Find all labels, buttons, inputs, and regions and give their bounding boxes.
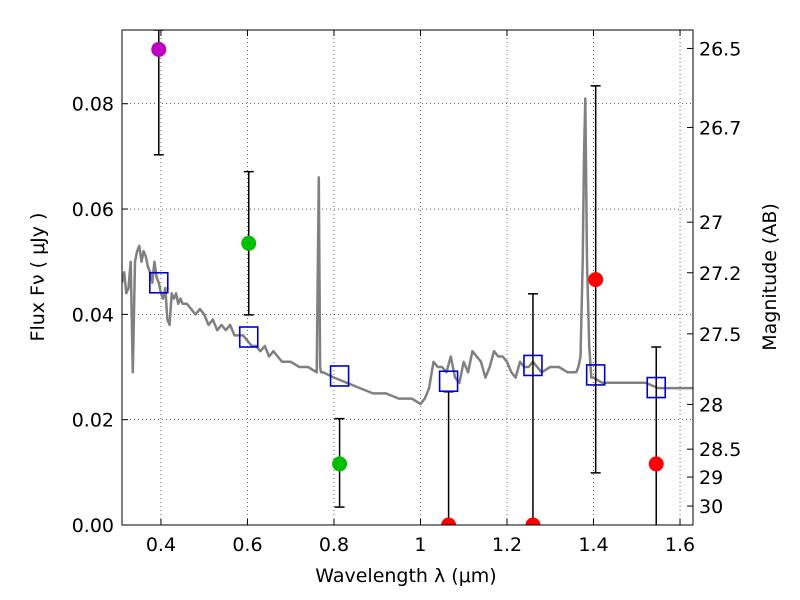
sed-model-line xyxy=(122,97,693,406)
model-photometry-point xyxy=(148,271,169,294)
observed-point xyxy=(151,41,167,57)
y-right-tick-label: 27.5 xyxy=(699,324,741,346)
x-tick-label: 1.6 xyxy=(665,534,695,556)
y-tick-label: 0.04 xyxy=(72,304,114,326)
x-tick-label: 1 xyxy=(414,534,426,556)
y-tick-label: 0.06 xyxy=(72,199,114,221)
observed-point xyxy=(241,235,257,251)
observed-point xyxy=(588,272,604,288)
y-right-tick-label: 28.5 xyxy=(699,439,741,461)
model-photometry-point xyxy=(238,326,259,348)
model-photometry-point xyxy=(585,364,606,386)
y-right-tick-label: 27 xyxy=(699,212,723,234)
model-photometry-point xyxy=(329,365,350,387)
y-right-tick-label: 28 xyxy=(699,394,723,416)
tick-labels: 0.4 0.6 0.8 1 1.2 1.4 1.6 0.00 0.02 0.04 0.06 0.08 2… xyxy=(72,38,742,556)
y-axis-label: Flux Fν ( μJy ) xyxy=(27,213,49,342)
x-tick-label: 1.2 xyxy=(492,534,522,556)
observed-point xyxy=(648,456,664,472)
y-tick-label: 0.02 xyxy=(72,410,114,432)
axis-ticks xyxy=(122,30,693,526)
y-axis-right-label: Magnitude (AB) xyxy=(759,203,781,351)
observed-point xyxy=(525,517,541,525)
edge-markers xyxy=(151,41,664,472)
x-tick-label: 1.4 xyxy=(578,534,608,556)
observed-point xyxy=(332,456,348,472)
model-photometry-point xyxy=(523,354,543,377)
plot-area xyxy=(122,30,693,525)
y-right-tick-label: 30 xyxy=(699,496,723,518)
y-tick-label: 0.08 xyxy=(72,94,114,116)
y-right-tick-label: 29 xyxy=(699,467,723,489)
observed-point xyxy=(441,517,457,525)
model-photometry-point xyxy=(646,376,667,399)
x-tick-label: 0.6 xyxy=(232,534,262,556)
y-right-tick-label: 26.5 xyxy=(699,38,741,60)
y-right-tick-label: 26.7 xyxy=(699,117,741,139)
x-tick-label: 0.4 xyxy=(146,534,176,556)
grid xyxy=(122,30,693,526)
y-right-tick-label: 27.2 xyxy=(699,263,741,285)
model-photometry-point xyxy=(438,370,459,393)
data-marks xyxy=(122,30,693,525)
y-tick-label: 0.00 xyxy=(72,515,114,537)
x-tick-label: 0.8 xyxy=(319,534,349,556)
plot-frame xyxy=(121,29,694,526)
x-axis-label: Wavelength λ (μm) xyxy=(315,565,496,587)
